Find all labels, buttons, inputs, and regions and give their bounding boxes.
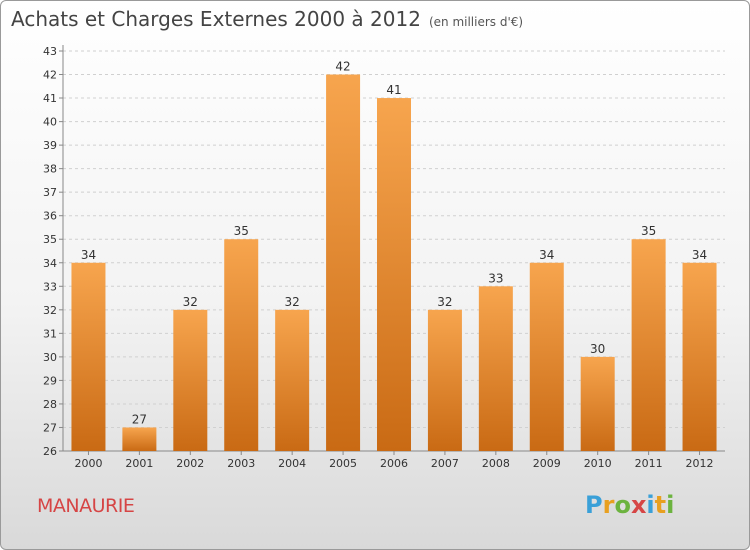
- y-tick-label: 40: [43, 116, 57, 129]
- bar-value-label: 27: [132, 412, 147, 426]
- x-tick-label: 2008: [482, 457, 510, 470]
- x-tick-label: 2012: [686, 457, 714, 470]
- bar: [427, 309, 462, 451]
- y-tick-label: 37: [43, 186, 57, 199]
- bar-value-label: 34: [539, 248, 554, 262]
- bar-value-label: 32: [285, 295, 300, 309]
- x-tick-label: 2005: [329, 457, 357, 470]
- y-tick-label: 26: [43, 445, 57, 458]
- chart-subtitle: (en milliers d'€): [428, 15, 524, 29]
- y-tick-label: 38: [43, 163, 57, 176]
- y-tick-label: 35: [43, 233, 57, 246]
- y-tick-label: 41: [43, 92, 57, 105]
- bar: [326, 74, 361, 451]
- x-tick-label: 2011: [635, 457, 663, 470]
- bar-value-label: 32: [183, 295, 198, 309]
- bar-value-label: 41: [386, 83, 401, 97]
- x-tick-label: 2001: [125, 457, 153, 470]
- y-tick-label: 39: [43, 139, 57, 152]
- chart-title: Achats et Charges Externes 2000 à 2012 (e…: [11, 7, 523, 31]
- bar-value-label: 32: [437, 295, 452, 309]
- bar-value-label: 35: [641, 224, 656, 238]
- x-tick-label: 2002: [176, 457, 204, 470]
- y-tick-label: 31: [43, 327, 57, 340]
- x-tick-label: 2003: [227, 457, 255, 470]
- bar: [71, 262, 106, 451]
- x-tick-label: 2006: [380, 457, 408, 470]
- y-tick-label: 30: [43, 351, 57, 364]
- title-text: Achats et Charges Externes 2000 à 2012: [11, 7, 421, 31]
- bar-value-label: 30: [590, 342, 605, 356]
- y-tick-label: 33: [43, 280, 57, 293]
- bar-value-label: 42: [335, 60, 350, 74]
- x-tick-label: 2000: [74, 457, 102, 470]
- proxiti-logo: Proxiti: [585, 491, 675, 519]
- x-tick-label: 2004: [278, 457, 306, 470]
- bar: [377, 98, 411, 451]
- bar: [478, 286, 513, 451]
- y-tick-label: 27: [43, 421, 57, 434]
- y-tick-label: 36: [43, 210, 57, 223]
- x-tick-label: 2009: [533, 457, 561, 470]
- bar-value-label: 33: [488, 271, 503, 285]
- y-tick-label: 29: [43, 374, 57, 387]
- y-tick-label: 42: [43, 69, 57, 82]
- bar: [224, 239, 259, 451]
- bar: [580, 356, 615, 451]
- x-tick-label: 2010: [584, 457, 612, 470]
- x-tick-label: 2007: [431, 457, 459, 470]
- y-tick-label: 34: [43, 257, 57, 270]
- bar: [529, 262, 564, 451]
- y-tick-label: 28: [43, 398, 57, 411]
- bar-value-label: 35: [234, 224, 249, 238]
- bar: [275, 309, 310, 451]
- y-tick-label: 32: [43, 304, 57, 317]
- bar: [122, 427, 157, 451]
- bar-value-label: 34: [81, 248, 96, 262]
- bar-value-label: 34: [692, 248, 707, 262]
- commune-name: MANAURIE: [37, 495, 135, 517]
- bar: [173, 309, 208, 451]
- bar: [631, 239, 666, 451]
- y-tick-label: 43: [43, 45, 57, 58]
- bar: [682, 262, 717, 451]
